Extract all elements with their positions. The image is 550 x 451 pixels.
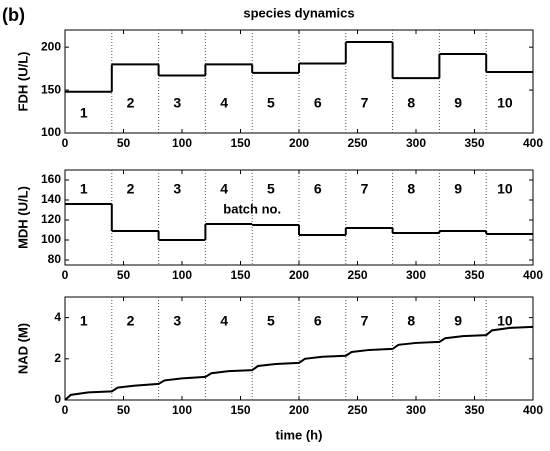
chart-title: species dynamics xyxy=(243,5,354,20)
y-tick-label: 100 xyxy=(41,232,61,246)
y-tick-label: 140 xyxy=(41,192,61,206)
batch-label: 6 xyxy=(314,181,322,197)
batch-label: 1 xyxy=(80,181,88,197)
x-tick-label: 100 xyxy=(172,403,192,417)
batch-label: 3 xyxy=(173,95,181,111)
batch-label: 9 xyxy=(454,313,462,329)
x-tick-label: 400 xyxy=(523,268,543,282)
batch-label: 4 xyxy=(220,181,228,197)
batch-label: 10 xyxy=(497,313,513,329)
x-tick-label: 150 xyxy=(230,403,250,417)
batch-label: 7 xyxy=(361,95,369,111)
x-tick-label: 250 xyxy=(347,268,367,282)
batch-label: 7 xyxy=(361,181,369,197)
y-axis-label: MDH (U/L) xyxy=(15,186,30,249)
x-tick-label: 350 xyxy=(464,268,484,282)
x-tick-label: 0 xyxy=(62,268,69,282)
batch-label: 1 xyxy=(80,105,88,121)
x-tick-label: 300 xyxy=(406,268,426,282)
x-tick-label: 50 xyxy=(117,268,131,282)
y-axis-label: FDH (U/L) xyxy=(15,52,30,112)
batch-label: 5 xyxy=(267,95,275,111)
batch-label: 9 xyxy=(454,95,462,111)
x-tick-label: 150 xyxy=(230,268,250,282)
batch-label: 3 xyxy=(173,181,181,197)
y-tick-label: 2 xyxy=(54,351,61,365)
x-tick-label: 200 xyxy=(289,268,309,282)
batch-label: 5 xyxy=(267,313,275,329)
x-tick-label: 400 xyxy=(523,136,543,150)
x-tick-label: 350 xyxy=(464,403,484,417)
x-tick-label: 400 xyxy=(523,403,543,417)
y-tick-label: 4 xyxy=(54,310,61,324)
annotation: batch no. xyxy=(223,201,281,216)
y-tick-label: 150 xyxy=(41,82,61,96)
x-tick-label: 0 xyxy=(62,403,69,417)
batch-label: 6 xyxy=(314,95,322,111)
x-tick-label: 50 xyxy=(117,403,131,417)
batch-label: 2 xyxy=(127,313,135,329)
x-tick-label: 250 xyxy=(347,136,367,150)
nad-line xyxy=(64,325,534,401)
batch-label: 10 xyxy=(497,181,513,197)
y-tick-label: 0 xyxy=(54,392,61,406)
batch-label: 8 xyxy=(407,181,415,197)
batch-label: 4 xyxy=(220,95,228,111)
y-tick-label: 100 xyxy=(41,125,61,139)
x-tick-label: 350 xyxy=(464,136,484,150)
plot-area xyxy=(64,169,534,266)
batch-label: 3 xyxy=(173,313,181,329)
batch-label: 7 xyxy=(361,313,369,329)
panel-label: (b) xyxy=(2,5,25,25)
x-tick-label: 50 xyxy=(117,136,131,150)
x-tick-label: 200 xyxy=(289,403,309,417)
x-tick-label: 150 xyxy=(230,136,250,150)
batch-label: 2 xyxy=(127,95,135,111)
y-axis-label: NAD (M) xyxy=(15,323,30,374)
x-tick-label: 250 xyxy=(347,403,367,417)
batch-label: 9 xyxy=(454,181,462,197)
x-tick-label: 300 xyxy=(406,136,426,150)
batch-label: 2 xyxy=(127,181,135,197)
batch-label: 6 xyxy=(314,313,322,329)
x-tick-label: 300 xyxy=(406,403,426,417)
batch-label: 4 xyxy=(220,313,228,329)
x-tick-label: 100 xyxy=(172,268,192,282)
batch-label: 8 xyxy=(407,95,415,111)
batch-label: 10 xyxy=(497,95,513,111)
x-axis-label: time (h) xyxy=(276,427,323,442)
y-tick-label: 120 xyxy=(41,212,61,226)
y-tick-label: 200 xyxy=(41,39,61,53)
y-tick-label: 80 xyxy=(48,252,62,266)
x-tick-label: 100 xyxy=(172,136,192,150)
x-tick-label: 200 xyxy=(289,136,309,150)
batch-label: 8 xyxy=(407,313,415,329)
batch-label: 5 xyxy=(267,181,275,197)
x-tick-label: 0 xyxy=(62,136,69,150)
y-tick-label: 160 xyxy=(41,172,61,186)
batch-label: 1 xyxy=(80,313,88,329)
